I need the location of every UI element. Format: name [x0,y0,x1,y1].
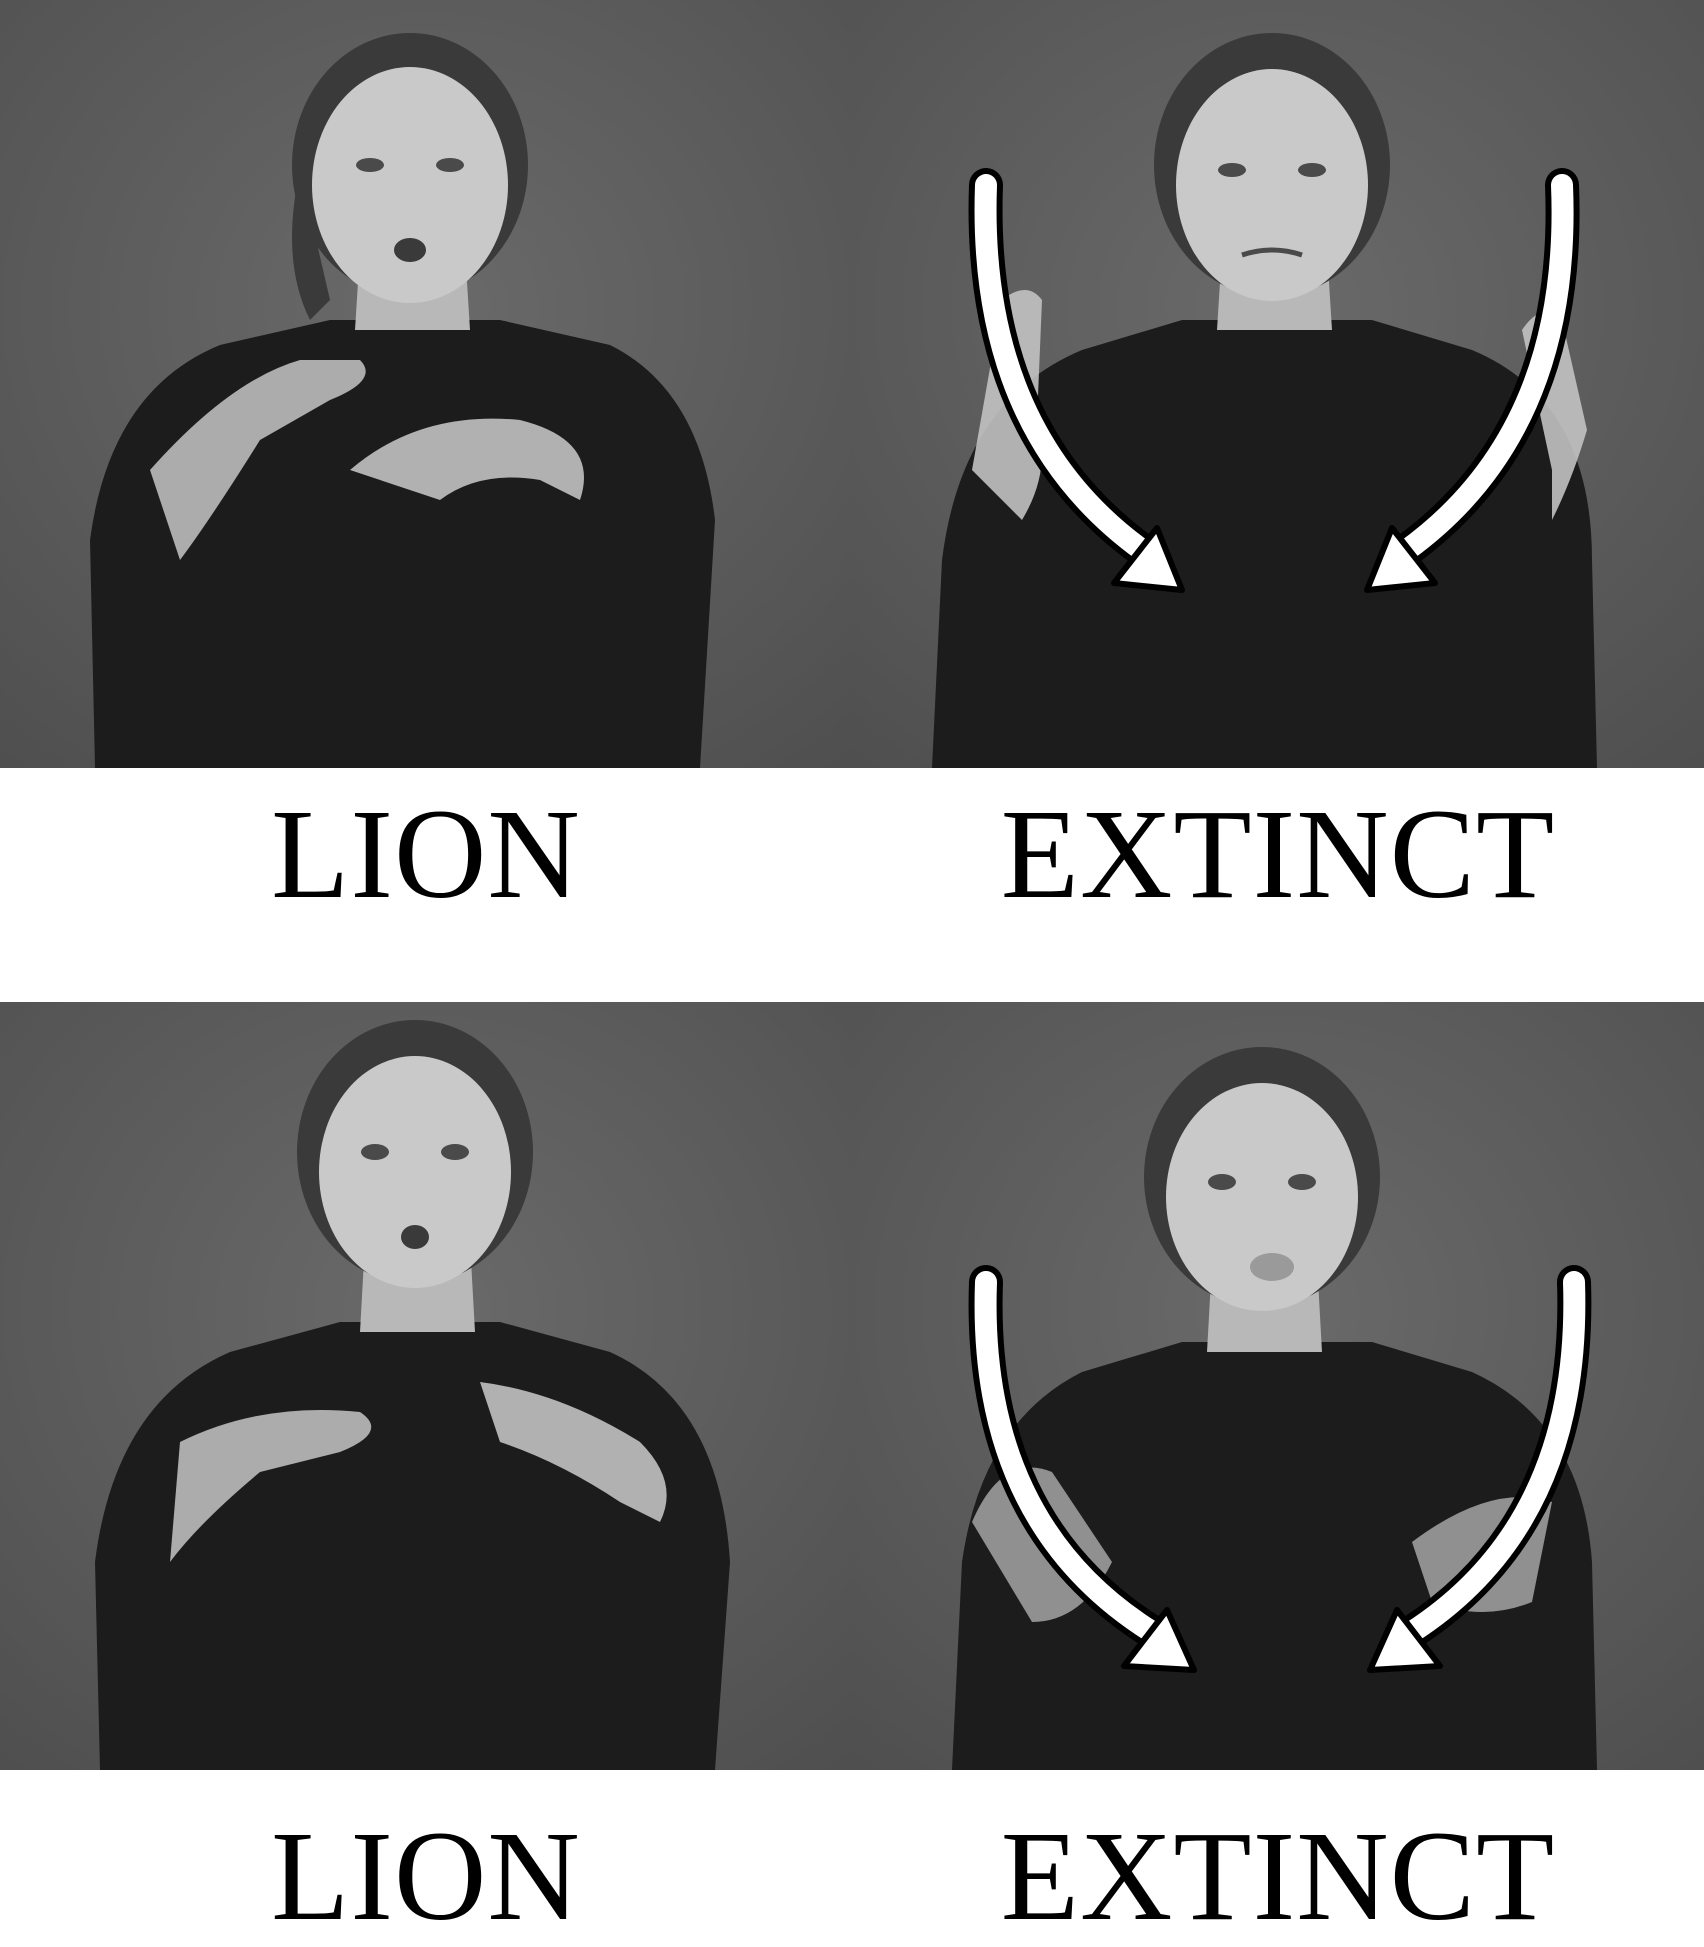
caption-extinct: EXTINCT [1000,783,1556,925]
photo-extinct-2 [852,1002,1704,1770]
caption-lion: LION [271,1805,581,1947]
caption-lion: LION [271,783,581,925]
photo-lion-1 [0,0,852,768]
curved-arrow-right-icon [1367,1265,1592,1673]
curved-arrow-left-icon [968,1265,1197,1673]
photo-extinct-1 [852,0,1704,768]
photo-lion-2 [0,1002,852,1770]
caption-extinct: EXTINCT [1000,1805,1556,1947]
curved-arrow-right-icon [1364,168,1580,593]
curved-arrow-left-icon [968,168,1185,593]
